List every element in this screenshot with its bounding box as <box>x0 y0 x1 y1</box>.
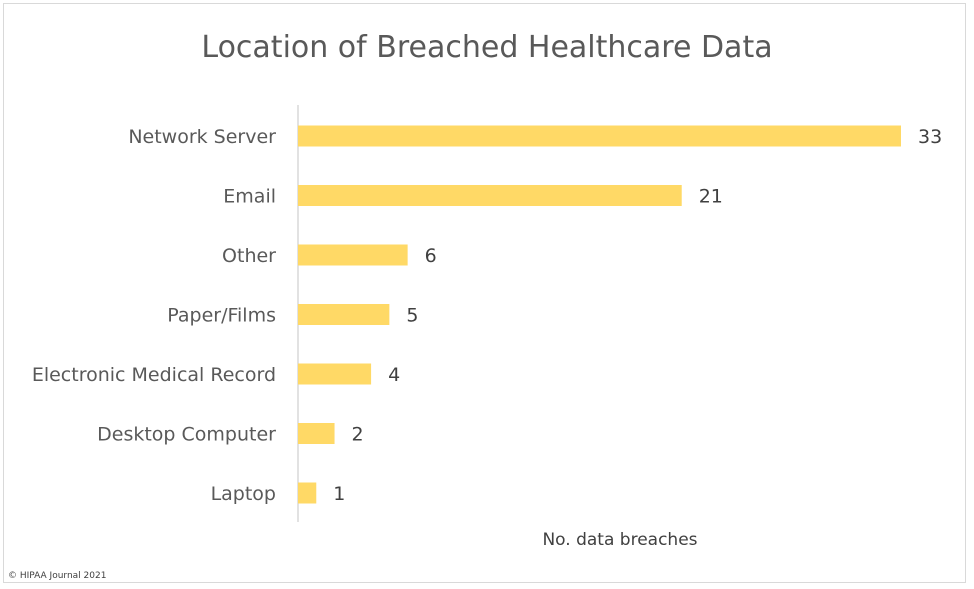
copyright-notice: © HIPAA Journal 2021 <box>8 571 107 581</box>
data-label: 1 <box>333 483 345 505</box>
bar-network-server <box>298 125 901 147</box>
bar-other <box>298 244 408 266</box>
x-axis-title: No. data breaches <box>542 530 698 550</box>
category-label: Electronic Medical Record <box>32 364 276 386</box>
category-label: Network Server <box>128 126 276 148</box>
bar-desktop-computer <box>298 423 335 444</box>
data-label: 5 <box>406 305 418 327</box>
data-label: 6 <box>425 245 437 267</box>
data-label: 2 <box>352 424 364 446</box>
chart-title: Location of Breached Healthcare Data <box>201 30 773 65</box>
bar-paper-films <box>298 304 390 325</box>
category-label: Desktop Computer <box>97 424 276 446</box>
data-label: 21 <box>699 186 723 208</box>
data-label: 33 <box>918 126 942 148</box>
category-label: Email <box>223 186 276 208</box>
bar-electronic-medical-record <box>298 363 372 385</box>
category-label: Other <box>222 245 276 267</box>
bar-laptop <box>298 482 317 504</box>
chart-frame <box>3 3 966 583</box>
data-label: 4 <box>388 364 400 386</box>
category-label: Paper/Films <box>167 305 276 327</box>
bar-email <box>298 185 682 206</box>
category-label: Laptop <box>211 483 276 505</box>
